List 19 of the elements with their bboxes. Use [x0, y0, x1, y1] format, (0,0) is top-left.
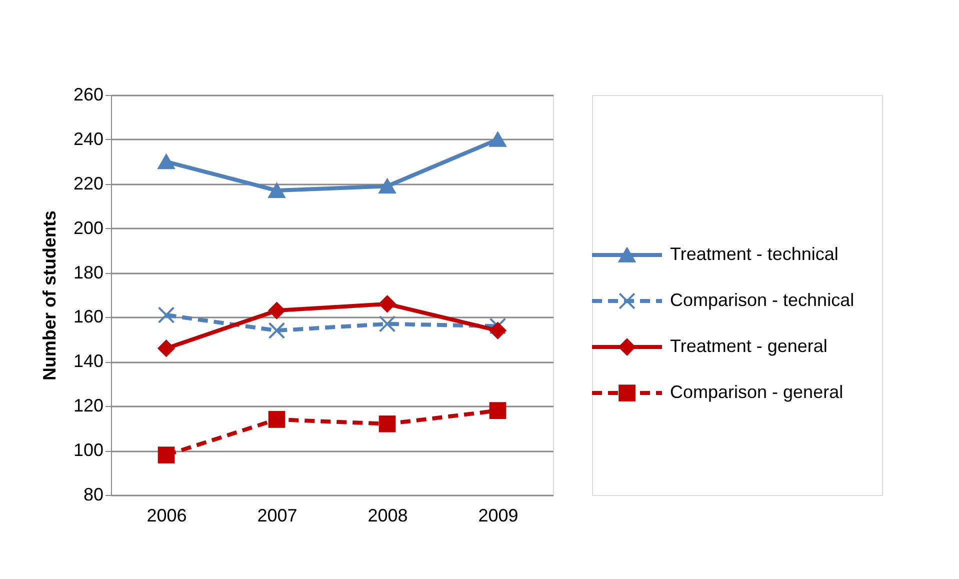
legend-label: Comparison - general [670, 382, 844, 402]
y-tick-label: 220 [73, 173, 104, 194]
legend-label: Treatment - general [670, 336, 828, 356]
x-tick-label: 2008 [368, 506, 408, 526]
x-tick-label: 2006 [146, 506, 187, 526]
legend-label: Comparison - technical [670, 290, 854, 310]
y-tick-label: 240 [73, 128, 104, 149]
y-tick-label: 120 [73, 396, 104, 416]
y-tick-label: 140 [73, 351, 104, 372]
x-tick-label: 2007 [257, 506, 298, 526]
x-tick-label: 2009 [478, 506, 518, 526]
y-tick-label: 100 [73, 440, 104, 460]
y-tick-label: 180 [73, 262, 104, 282]
legend-label: Treatment - technical [670, 244, 838, 264]
y-tick-label: 200 [73, 218, 104, 238]
y-axis-title: Number of students [39, 210, 60, 381]
y-tick-label: 80 [83, 484, 104, 504]
y-tick-label: 160 [73, 306, 104, 327]
y-tick-label: 260 [73, 84, 104, 104]
